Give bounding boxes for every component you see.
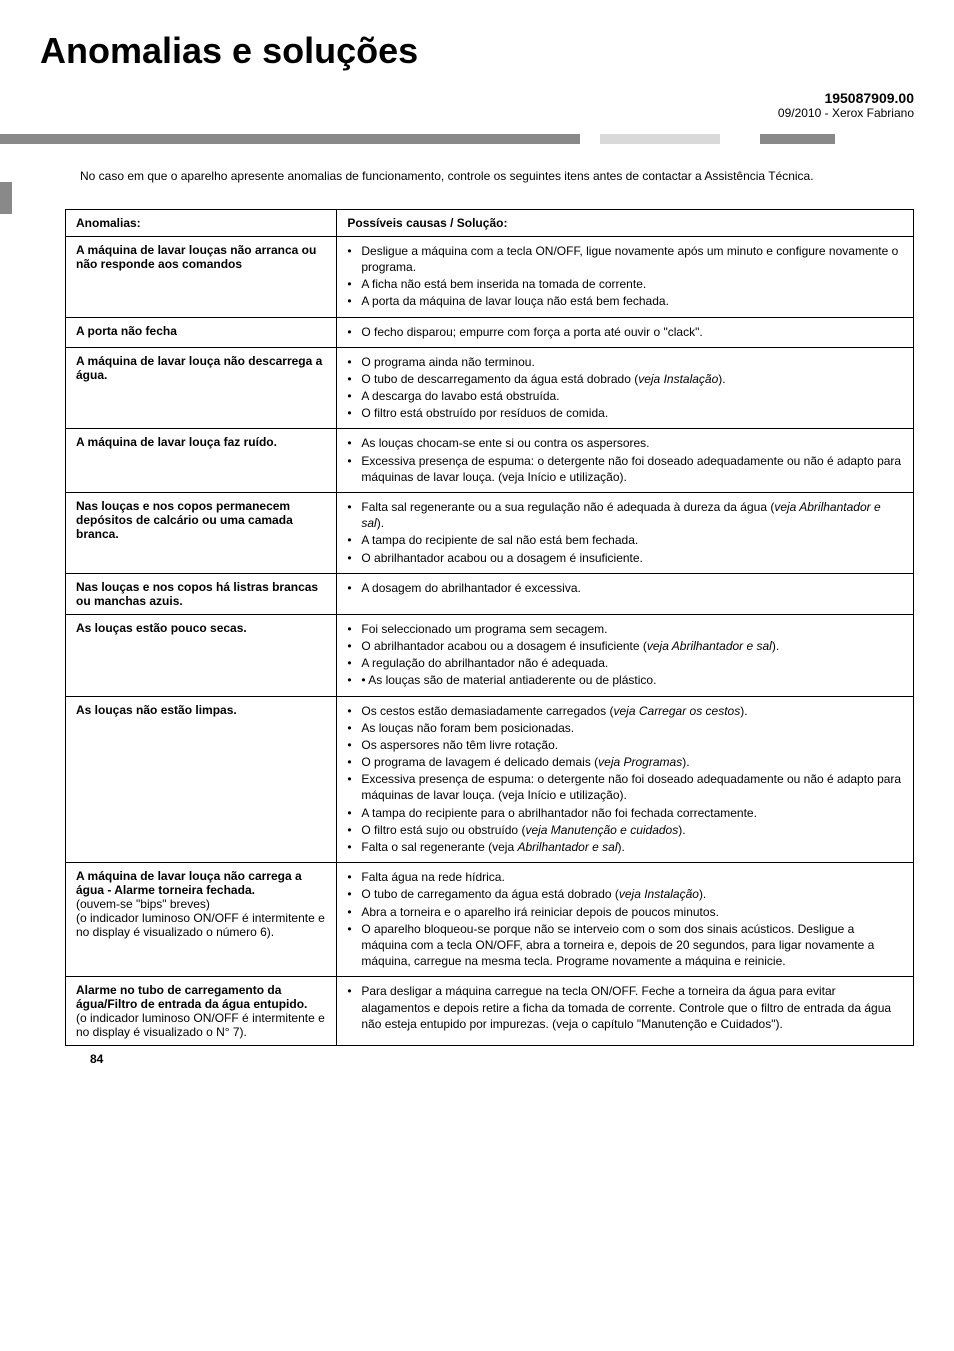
band-segment-1 [0, 134, 580, 144]
solution-item: As louças não foram bem posicionadas. [347, 720, 903, 736]
solution-list: Para desligar a máquina carregue na tecl… [347, 983, 903, 1032]
anomaly-cell: As louças não estão limpas. [66, 696, 337, 863]
doc-info: 195087909.00 09/2010 - Xerox Fabriano [40, 90, 914, 120]
solution-item: O abrilhantador acabou ou a dosagem é in… [347, 550, 903, 566]
solution-list: Desligue a máquina com a tecla ON/OFF, l… [347, 243, 903, 310]
solution-cell: A dosagem do abrilhantador é excessiva. [337, 573, 914, 614]
solution-list: Foi seleccionado um programa sem secagem… [347, 621, 903, 689]
solution-cell: Falta água na rede hídrica.O tubo de car… [337, 863, 914, 977]
table-row: A máquina de lavar louças não arranca ou… [66, 236, 914, 317]
solution-list: Falta água na rede hídrica.O tubo de car… [347, 869, 903, 969]
solution-item: O filtro está obstruído por resíduos de … [347, 405, 903, 421]
solution-item: O tubo de descarregamento da água está d… [347, 371, 903, 387]
anomaly-cell: A máquina de lavar louças não arranca ou… [66, 236, 337, 317]
anomaly-cell: Nas louças e nos copos permanecem depósi… [66, 493, 337, 574]
solution-item: • As louças são de material antiaderente… [347, 672, 903, 688]
solution-item: Os aspersores não têm livre rotação. [347, 737, 903, 753]
anomaly-cell: A porta não fecha [66, 317, 337, 347]
table-header-row: Anomalias: Possíveis causas / Solução: [66, 209, 914, 236]
anomaly-cell: A máquina de lavar louça não carrega a á… [66, 863, 337, 977]
table-row: A porta não fecha O fecho disparou; empur… [66, 317, 914, 347]
table-row: Nas louças e nos copos há listras branca… [66, 573, 914, 614]
anomaly-cell: As louças estão pouco secas. [66, 614, 337, 696]
solution-item: Os cestos estão demasiadamente carregado… [347, 703, 903, 719]
solution-list: O programa ainda não terminou.O tubo de … [347, 354, 903, 422]
solution-item: Excessiva presença de espuma: o detergen… [347, 453, 903, 485]
solution-list: As louças chocam-se ente si ou contra os… [347, 435, 903, 485]
solution-item: Abra a torneira e o aparelho irá reinici… [347, 904, 903, 920]
solution-item: O aparelho bloqueou-se porque não se int… [347, 921, 903, 970]
table-row: A máquina de lavar louça faz ruído. As lo… [66, 429, 914, 493]
solution-item: As louças chocam-se ente si ou contra os… [347, 435, 903, 451]
solution-item: Excessiva presença de espuma: o detergen… [347, 771, 903, 803]
solution-item: Falta o sal regenerante (veja Abrilhanta… [347, 839, 903, 855]
solution-list: A dosagem do abrilhantador é excessiva. [347, 580, 903, 596]
solution-item: Foi seleccionado um programa sem secagem… [347, 621, 903, 637]
troubleshoot-table: Anomalias: Possíveis causas / Solução: A… [65, 209, 914, 1047]
solution-item: O programa de lavagem é delicado demais … [347, 754, 903, 770]
solution-item: Para desligar a máquina carregue na tecl… [347, 983, 903, 1032]
doc-date: 09/2010 - Xerox Fabriano [40, 106, 914, 120]
table-row: A máquina de lavar louça não carrega a á… [66, 863, 914, 977]
solution-cell: Foi seleccionado um programa sem secagem… [337, 614, 914, 696]
solution-cell: As louças chocam-se ente si ou contra os… [337, 429, 914, 493]
solution-cell: Os cestos estão demasiadamente carregado… [337, 696, 914, 863]
page-title: Anomalias e soluções [40, 30, 914, 72]
solution-item: O filtro está sujo ou obstruído (veja Ma… [347, 822, 903, 838]
anomaly-cell: A máquina de lavar louça não descarrega … [66, 347, 337, 429]
anomaly-cell: A máquina de lavar louça faz ruído. [66, 429, 337, 493]
solution-cell: Desligue a máquina com a tecla ON/OFF, l… [337, 236, 914, 317]
solution-item: Falta água na rede hídrica. [347, 869, 903, 885]
table-row: As louças não estão limpas. Os cestos est… [66, 696, 914, 863]
doc-number: 195087909.00 [40, 90, 914, 106]
table-row: As louças estão pouco secas. Foi seleccio… [66, 614, 914, 696]
solution-cell: Para desligar a máquina carregue na tecl… [337, 977, 914, 1046]
table-row: Alarme no tubo de carregamento da água/F… [66, 977, 914, 1046]
anomaly-cell: Nas louças e nos copos há listras branca… [66, 573, 337, 614]
solution-item: Desligue a máquina com a tecla ON/OFF, l… [347, 243, 903, 275]
table-row: A máquina de lavar louça não descarrega … [66, 347, 914, 429]
solution-list: Os cestos estão demasiadamente carregado… [347, 703, 903, 856]
solution-cell: O programa ainda não terminou.O tubo de … [337, 347, 914, 429]
solution-item: O tubo de carregamento da água está dobr… [347, 886, 903, 902]
band-segment-3 [760, 134, 835, 144]
solution-item: O fecho disparou; empurre com força a po… [347, 324, 903, 340]
table-body: A máquina de lavar louças não arranca ou… [66, 236, 914, 1046]
solution-item: A porta da máquina de lavar louça não es… [347, 293, 903, 309]
solution-item: O abrilhantador acabou ou a dosagem é in… [347, 638, 903, 654]
header-anomaly: Anomalias: [66, 209, 337, 236]
intro-text: No caso em que o aparelho apresente anom… [80, 168, 914, 185]
band-segment-2 [600, 134, 720, 144]
anomaly-cell: Alarme no tubo de carregamento da água/F… [66, 977, 337, 1046]
header-solution: Possíveis causas / Solução: [337, 209, 914, 236]
solution-item: Falta sal regenerante ou a sua regulação… [347, 499, 903, 531]
page-number: 84 [90, 1052, 103, 1066]
solution-cell: O fecho disparou; empurre com força a po… [337, 317, 914, 347]
solution-item: A tampa do recipiente para o abrilhantad… [347, 805, 903, 821]
solution-cell: Falta sal regenerante ou a sua regulação… [337, 493, 914, 574]
solution-item: A ficha não está bem inserida na tomada … [347, 276, 903, 292]
language-badge: PT [0, 182, 12, 214]
solution-list: Falta sal regenerante ou a sua regulação… [347, 499, 903, 566]
solution-item: A dosagem do abrilhantador é excessiva. [347, 580, 903, 596]
solution-item: A descarga do lavabo está obstruída. [347, 388, 903, 404]
solution-item: A tampa do recipiente de sal não está be… [347, 532, 903, 548]
solution-item: A regulação do abrilhantador não é adequ… [347, 655, 903, 671]
decorative-band [0, 134, 954, 144]
solution-item: O programa ainda não terminou. [347, 354, 903, 370]
solution-list: O fecho disparou; empurre com força a po… [347, 324, 903, 340]
table-row: Nas louças e nos copos permanecem depósi… [66, 493, 914, 574]
